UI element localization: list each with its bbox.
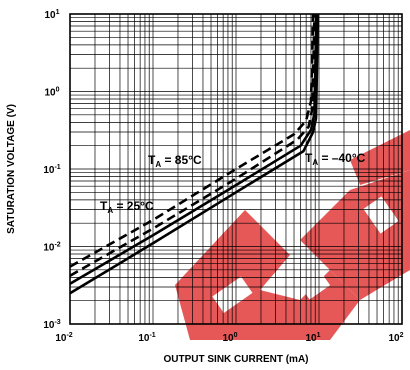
series-line-2 (69, 13, 316, 277)
annotation-25c: TA = 25°C (100, 199, 154, 215)
series-line-3 (69, 13, 318, 285)
y-tick-label: 101 (44, 9, 59, 21)
series-line-4 (69, 13, 320, 295)
series-line-1 (69, 13, 315, 268)
curves-group (69, 13, 320, 295)
x-tick-label: 10-1 (138, 332, 155, 344)
background-red-shapes (175, 130, 410, 340)
y-tick-label: 10-3 (43, 319, 60, 331)
x-tick-label: 100 (222, 332, 237, 344)
x-tick-label: 101 (305, 332, 320, 344)
y-tick-label: 100 (44, 87, 59, 99)
y-axis-title: SATURATION VOLTAGE (V) (6, 104, 17, 234)
svg-text:TA = 85°C: TA = 85°C (148, 153, 202, 169)
svg-text:TA = –40°C: TA = –40°C (305, 151, 366, 167)
annotation-85c: TA = 85°C (148, 153, 202, 169)
x-tick-label: 10-2 (55, 332, 72, 344)
chart-grid (69, 14, 402, 325)
x-axis-title: OUTPUT SINK CURRENT (mA) (164, 354, 309, 365)
y-tick-label: 10-1 (43, 164, 60, 176)
x-tick-label: 102 (388, 332, 403, 344)
y-tick-labels: 101 100 10-1 10-2 10-3 (43, 9, 60, 331)
svg-text:TA = 25°C: TA = 25°C (100, 199, 154, 215)
plot-frame (69, 13, 403, 325)
x-tick-labels: 10-2 10-1 100 101 102 (55, 332, 403, 344)
y-tick-label: 10-2 (43, 242, 60, 254)
annotation-minus40c: TA = –40°C (305, 151, 366, 167)
